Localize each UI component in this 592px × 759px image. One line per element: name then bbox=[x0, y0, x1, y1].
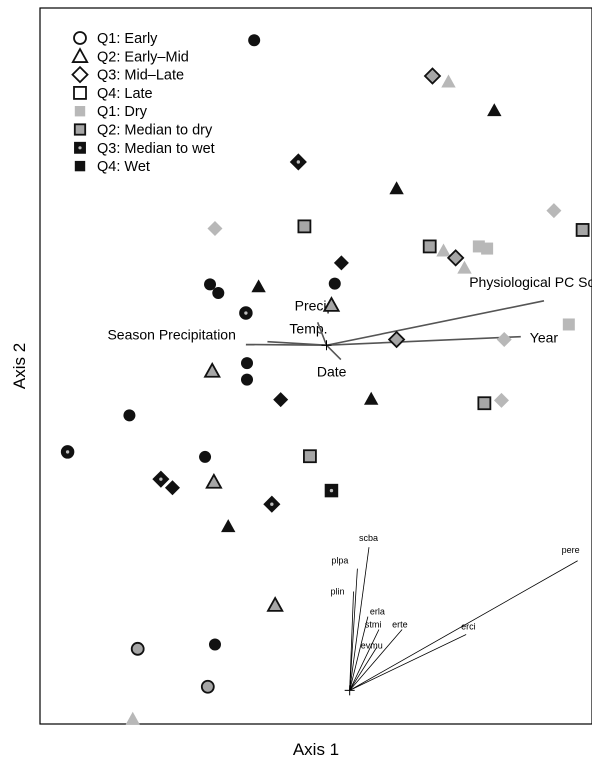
species-vector-line bbox=[349, 616, 369, 691]
legend-marker bbox=[73, 123, 87, 136]
env-vector-label: Date bbox=[317, 364, 347, 380]
data-point bbox=[303, 449, 317, 464]
data-point bbox=[333, 255, 349, 271]
legend-marker bbox=[74, 160, 86, 172]
legend-label: Q3: Mid–Late bbox=[97, 68, 184, 84]
species-vector-label: erci bbox=[461, 622, 476, 632]
legend-label: Q3: Median to wet bbox=[97, 141, 215, 157]
x-axis-label: Axis 1 bbox=[293, 740, 339, 759]
data-point bbox=[387, 330, 406, 349]
data-point bbox=[422, 239, 437, 254]
env-vector-line bbox=[325, 344, 342, 361]
species-vector-line bbox=[349, 629, 403, 691]
data-point bbox=[389, 181, 404, 195]
data-point bbox=[436, 243, 451, 257]
data-point bbox=[457, 260, 472, 274]
species-vector-label: plin bbox=[331, 587, 345, 597]
species-vector-label: evmu bbox=[361, 640, 383, 650]
legend-marker bbox=[71, 47, 89, 63]
data-point bbox=[423, 67, 442, 85]
species-vector-line bbox=[349, 568, 358, 691]
data-point bbox=[123, 409, 136, 422]
legend-label: Q1: Early bbox=[97, 31, 158, 47]
environmental-vectors: Season Precipitation Temp.Precip.DatePhys… bbox=[107, 274, 592, 380]
data-point bbox=[493, 392, 509, 408]
data-point bbox=[477, 396, 492, 411]
data-point bbox=[481, 242, 494, 255]
data-point bbox=[266, 596, 284, 612]
data-point bbox=[199, 450, 212, 463]
data-point bbox=[203, 361, 221, 378]
data-point bbox=[207, 221, 223, 237]
species-vector-label: scba bbox=[359, 533, 378, 543]
legend: Q1: Early Q2: Early–Mid Q3: Mid–Late Q4: La… bbox=[71, 31, 215, 175]
env-vector-line bbox=[316, 322, 328, 346]
data-point bbox=[241, 357, 253, 370]
species-vector-line bbox=[349, 647, 378, 691]
data-point bbox=[328, 277, 341, 290]
env-vector-line bbox=[267, 340, 327, 347]
legend-label: Q2: Median to dry bbox=[97, 123, 213, 139]
species-vector-line bbox=[349, 629, 380, 691]
data-point-center-dot bbox=[329, 488, 334, 493]
data-point bbox=[200, 679, 215, 694]
data-point-center-dot bbox=[296, 160, 301, 164]
species-vector-line bbox=[349, 547, 370, 691]
data-point bbox=[248, 34, 261, 47]
data-point bbox=[204, 278, 217, 291]
data-point-center-dot bbox=[244, 311, 248, 315]
legend-marker bbox=[73, 31, 87, 45]
legend-marker bbox=[74, 106, 86, 117]
legend-marker bbox=[73, 86, 87, 100]
data-point bbox=[297, 219, 312, 234]
y-axis-label: Axis 2 bbox=[10, 343, 29, 389]
data-point bbox=[130, 641, 145, 656]
env-vector-label: Season Precipitation bbox=[107, 327, 235, 343]
data-point bbox=[205, 472, 223, 489]
data-point-center-dot bbox=[65, 450, 70, 454]
species-vector-label: plpa bbox=[331, 556, 348, 566]
data-point bbox=[562, 318, 575, 331]
data-point bbox=[164, 480, 180, 496]
data-point bbox=[241, 373, 253, 386]
data-point bbox=[364, 391, 379, 405]
env-vector-label: Physiological PC Score bbox=[469, 274, 592, 290]
data-point bbox=[208, 638, 221, 651]
data-point bbox=[487, 103, 502, 117]
legend-marker bbox=[71, 65, 89, 84]
species-vectors: pere erci scba plpa plin erla stmi erte evmu bbox=[331, 533, 580, 696]
data-point bbox=[251, 279, 266, 293]
legend-label: Q2: Early–Mid bbox=[97, 49, 189, 65]
data-point-center-dot bbox=[270, 502, 274, 506]
legend-label: Q4: Late bbox=[97, 86, 153, 102]
data-point bbox=[575, 223, 590, 237]
data-point bbox=[221, 519, 236, 533]
data-point bbox=[441, 74, 456, 88]
species-vector-line bbox=[349, 591, 354, 691]
data-point bbox=[212, 286, 225, 299]
env-vector-label: Year bbox=[530, 330, 559, 346]
data-point bbox=[322, 296, 341, 312]
legend-marker-center-dot bbox=[78, 146, 82, 150]
species-vector-label: pere bbox=[562, 545, 580, 555]
env-vector-line bbox=[326, 300, 545, 347]
data-point bbox=[546, 203, 562, 219]
data-point bbox=[446, 249, 465, 267]
data-points bbox=[60, 34, 590, 725]
species-vector-label: stmi bbox=[365, 619, 382, 629]
legend-label: Q4: Wet bbox=[97, 159, 150, 175]
species-vector-label: erte bbox=[392, 619, 408, 629]
env-vector-line bbox=[326, 335, 521, 347]
data-point bbox=[125, 711, 140, 725]
data-point bbox=[496, 332, 512, 348]
species-vector-line bbox=[349, 560, 578, 691]
legend-label: Q1: Dry bbox=[97, 104, 148, 120]
data-point bbox=[273, 392, 289, 408]
plot-frame bbox=[39, 7, 592, 725]
species-vector-line bbox=[349, 634, 467, 691]
data-point-center-dot bbox=[159, 477, 163, 481]
species-vector-label: erla bbox=[370, 607, 385, 617]
